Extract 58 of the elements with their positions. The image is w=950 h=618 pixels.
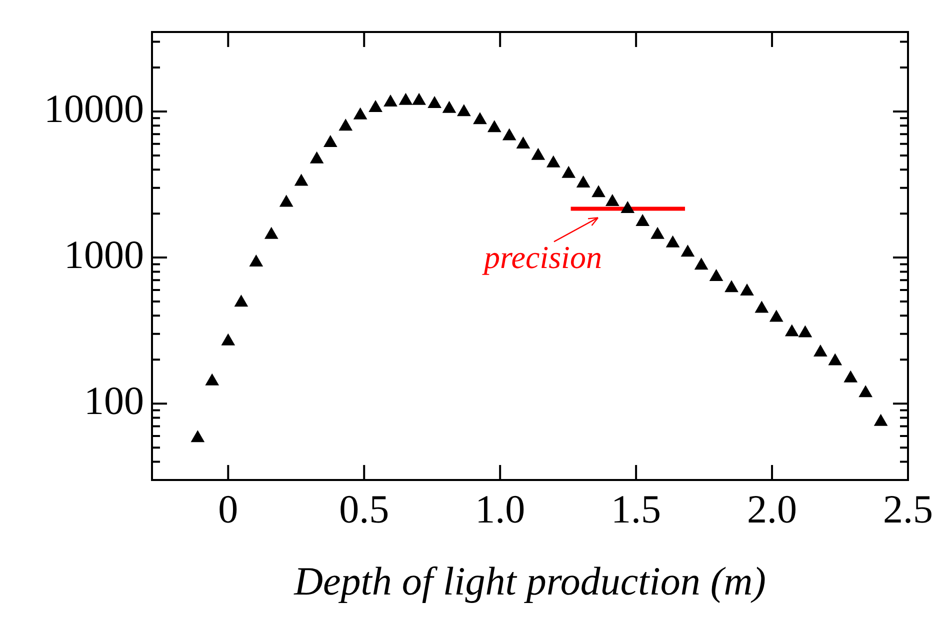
point [310,151,324,164]
point [874,414,888,426]
point [190,430,205,442]
point [576,176,590,188]
point [769,310,784,322]
x-tick-label: 1.0 [475,486,526,532]
point [858,385,873,398]
x-axis-title: Depth of light production (m) [293,558,766,604]
point [368,100,382,112]
point [666,235,680,248]
point [814,344,828,356]
point [473,112,487,124]
point [605,194,620,206]
point [428,96,442,108]
x-tick-label: 0 [218,486,238,532]
point [650,226,664,239]
point [620,200,635,213]
x-tick-label: 2.0 [747,486,798,532]
point [546,155,560,168]
point [294,174,308,186]
point [264,226,278,239]
point [592,185,606,198]
point [798,325,812,338]
point [709,268,724,281]
point [784,324,799,336]
point [844,370,858,382]
x-tick-label: 2.5 [883,486,933,532]
point [338,118,353,131]
y-tick-label: 1000 [64,232,144,278]
point [249,254,264,266]
point [384,94,398,106]
point [279,194,294,207]
point [740,283,754,296]
point [398,92,413,105]
point [323,135,338,148]
point [694,258,708,270]
point [456,104,471,116]
point [353,107,368,120]
point [636,214,650,226]
point [754,300,769,313]
point [205,373,220,386]
point [531,148,546,160]
point [562,166,576,178]
y-tick-label: 10000 [44,86,144,131]
point [487,120,502,132]
point [516,136,530,149]
y-tick-label: 100 [84,378,144,424]
point [724,280,738,292]
point [412,92,426,105]
x-tick-label: 0.5 [339,486,390,532]
x-tick-label: 1.5 [611,486,662,532]
point [442,100,456,113]
point [221,333,236,346]
point [234,294,248,307]
annotation: precision [482,239,602,276]
point [502,128,516,140]
point [680,244,695,257]
point [828,353,842,366]
